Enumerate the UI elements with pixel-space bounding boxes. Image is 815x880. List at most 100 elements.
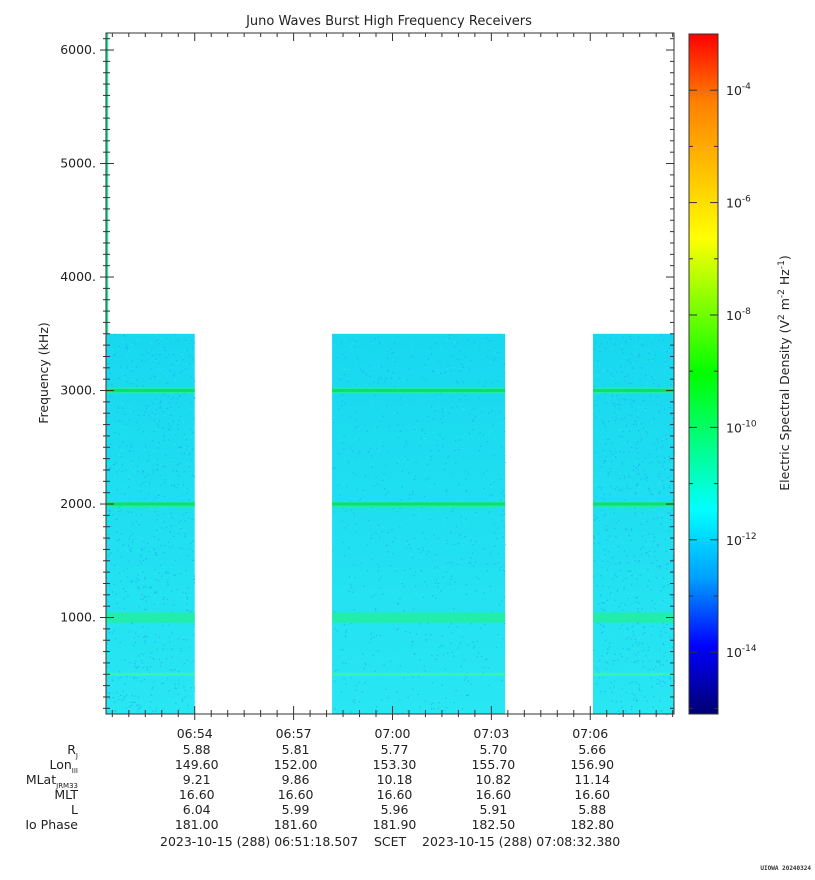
noise-speckle [388, 532, 389, 533]
noise-speckle [504, 623, 505, 624]
noise-speckle [503, 633, 504, 634]
noise-speckle [181, 453, 182, 454]
noise-speckle [618, 450, 619, 451]
noise-speckle [126, 345, 127, 346]
noise-speckle [417, 712, 418, 713]
noise-speckle [661, 517, 662, 518]
noise-speckle [455, 641, 456, 642]
noise-speckle [409, 544, 410, 545]
noise-speckle [152, 403, 153, 404]
noise-speckle [116, 412, 117, 413]
noise-speckle [158, 339, 159, 340]
noise-speckle [600, 351, 601, 352]
noise-speckle [503, 510, 504, 511]
noise-speckle [648, 489, 649, 490]
noise-speckle [140, 653, 141, 654]
noise-speckle [435, 598, 436, 599]
noise-speckle [173, 584, 174, 585]
noise-speckle [420, 438, 421, 439]
noise-speckle [643, 345, 644, 346]
noise-speckle [176, 360, 177, 361]
noise-speckle [341, 649, 342, 650]
noise-speckle [467, 695, 468, 696]
noise-speckle [659, 683, 660, 684]
noise-speckle [358, 426, 359, 427]
noise-speckle [653, 443, 654, 444]
noise-speckle [605, 485, 606, 486]
noise-speckle [425, 700, 426, 701]
noise-speckle [148, 596, 149, 597]
noise-speckle [431, 708, 432, 709]
noise-speckle [435, 410, 436, 411]
noise-speckle [412, 677, 413, 678]
noise-speckle [153, 658, 154, 659]
noise-speckle [413, 641, 414, 642]
noise-speckle [637, 484, 638, 485]
noise-speckle [597, 558, 598, 559]
noise-speckle [422, 430, 423, 431]
noise-speckle [453, 367, 454, 368]
noise-speckle [123, 647, 124, 648]
noise-speckle [607, 655, 608, 656]
noise-speckle [172, 518, 173, 519]
noise-speckle [663, 487, 664, 488]
noise-speckle [151, 456, 152, 457]
noise-speckle [131, 580, 132, 581]
noise-speckle [134, 468, 135, 469]
noise-speckle [412, 688, 413, 689]
noise-speckle [603, 558, 604, 559]
noise-speckle [131, 344, 132, 345]
noise-speckle [109, 513, 110, 514]
noise-speckle [160, 650, 161, 651]
noise-speckle [405, 631, 406, 632]
noise-speckle [150, 550, 151, 551]
noise-speckle [425, 433, 426, 434]
noise-speckle [649, 395, 650, 396]
noise-speckle [128, 475, 129, 476]
noise-speckle [657, 679, 658, 680]
noise-speckle [169, 547, 170, 548]
noise-speckle [633, 465, 634, 466]
noise-speckle [670, 475, 671, 476]
noise-speckle [659, 495, 660, 496]
noise-speckle [598, 397, 599, 398]
noise-speckle [428, 478, 429, 479]
noise-speckle [353, 472, 354, 473]
noise-speckle [617, 659, 618, 660]
ephemeris-value: 182.50 [448, 817, 538, 832]
noise-speckle [663, 439, 664, 440]
noise-speckle [350, 585, 351, 586]
noise-speckle [114, 355, 115, 356]
noise-speckle [135, 642, 136, 643]
noise-speckle [473, 429, 474, 430]
noise-speckle [643, 400, 644, 401]
noise-speckle [649, 550, 650, 551]
noise-speckle [671, 466, 672, 467]
noise-speckle [461, 637, 462, 638]
noise-speckle [158, 377, 159, 378]
noise-speckle [600, 416, 601, 417]
noise-speckle [594, 560, 595, 561]
noise-speckle [649, 669, 650, 670]
noise-speckle [194, 398, 195, 399]
noise-speckle [502, 491, 503, 492]
noise-speckle [179, 706, 180, 707]
noise-speckle [471, 557, 472, 558]
noise-speckle [641, 524, 642, 525]
noise-speckle [464, 433, 465, 434]
noise-speckle [391, 529, 392, 530]
noise-speckle [437, 587, 438, 588]
noise-speckle [350, 447, 351, 448]
noise-speckle [610, 471, 611, 472]
noise-speckle [447, 365, 448, 366]
footer-start-time: 2023-10-15 (288) 06:51:18.507 [160, 834, 358, 849]
noise-speckle [442, 446, 443, 447]
noise-speckle [377, 500, 378, 501]
noise-speckle [608, 421, 609, 422]
noise-speckle [648, 454, 649, 455]
noise-speckle [427, 585, 428, 586]
noise-speckle [441, 412, 442, 413]
noise-speckle [399, 508, 400, 509]
noise-speckle [633, 510, 634, 511]
noise-speckle [652, 568, 653, 569]
